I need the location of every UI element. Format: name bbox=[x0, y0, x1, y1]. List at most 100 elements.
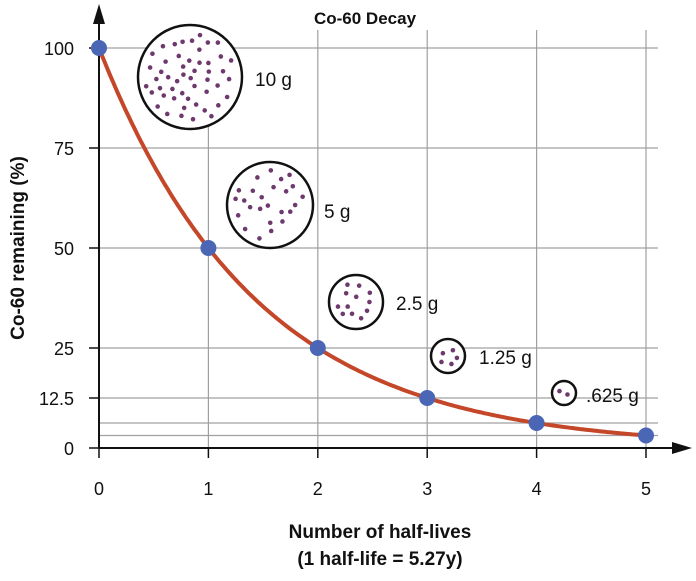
atom-dot bbox=[449, 361, 454, 367]
atom-dot bbox=[257, 236, 262, 241]
atom-dot bbox=[220, 68, 226, 74]
sample-circle-group: 2.5 g bbox=[327, 273, 438, 331]
sample-mass-label: 10 g bbox=[255, 70, 292, 91]
atom-dot bbox=[170, 86, 175, 92]
sample-circle-group: 10 g bbox=[136, 23, 292, 131]
sample-circle-group: 5 g bbox=[225, 160, 350, 250]
atom-dot bbox=[283, 189, 289, 194]
x-axis-sublabel: (1 half-life = 5.27y) bbox=[297, 549, 462, 570]
ticks: 100 75 50 25 12.5 00 1 2 3 4 5 bbox=[39, 39, 651, 499]
x-tick-label: 5 bbox=[641, 479, 651, 499]
data-point bbox=[419, 390, 436, 406]
atom-dot bbox=[204, 89, 209, 95]
y-tick-label: 75 bbox=[54, 139, 74, 159]
atom-dot bbox=[147, 65, 153, 70]
decay-curve bbox=[97, 47, 647, 438]
atom-dot bbox=[174, 78, 180, 84]
sample-annotations: 10 g 5 g 2.5 g 1.25 g .625 g bbox=[136, 23, 639, 407]
atom-dot bbox=[268, 168, 274, 173]
atom-dot bbox=[150, 51, 155, 57]
data-point bbox=[638, 427, 654, 444]
x-tick-label: 0 bbox=[94, 479, 104, 499]
atom-dot bbox=[186, 58, 192, 63]
atom-dot bbox=[193, 102, 199, 107]
data-point bbox=[200, 240, 217, 256]
atom-dot bbox=[163, 59, 168, 64]
atom-dot bbox=[161, 93, 167, 98]
atom-dot bbox=[356, 283, 362, 288]
atom-dot bbox=[179, 90, 185, 96]
atom-dot bbox=[226, 76, 232, 82]
atom-dot bbox=[280, 219, 285, 224]
atom-dot bbox=[224, 94, 230, 100]
atom-dot bbox=[358, 315, 364, 321]
sample-circle-group: 1.25 g bbox=[429, 337, 532, 375]
atom-dot bbox=[278, 176, 284, 182]
data-point bbox=[91, 40, 107, 56]
x-tick-label: 1 bbox=[203, 479, 213, 499]
grid bbox=[99, 30, 658, 448]
atom-dot bbox=[165, 74, 171, 80]
atom-dot bbox=[235, 213, 241, 218]
y-axis-label: Co-60 remaining (%) bbox=[8, 156, 29, 340]
atom-dot bbox=[143, 83, 149, 89]
sample-circle bbox=[550, 379, 578, 407]
atom-dot bbox=[557, 388, 562, 394]
atom-dot bbox=[215, 83, 220, 88]
y-tick-label: 100 bbox=[44, 39, 74, 59]
sample-circle-group: .625 g bbox=[550, 379, 639, 407]
atom-dot bbox=[189, 38, 195, 43]
atom-dot bbox=[265, 203, 271, 208]
atom-dot bbox=[171, 96, 177, 101]
x-tick-label: 3 bbox=[422, 479, 432, 499]
sample-mass-label: .625 g bbox=[586, 386, 639, 407]
atom-dot bbox=[205, 40, 211, 45]
sample-mass-label: 2.5 g bbox=[396, 294, 438, 315]
atom-dot bbox=[181, 105, 187, 111]
atom-dot bbox=[215, 40, 221, 45]
atom-dot bbox=[279, 209, 284, 215]
atom-dot bbox=[149, 90, 155, 95]
atom-dot bbox=[180, 39, 185, 45]
atom-dot bbox=[185, 96, 191, 102]
atom-dot bbox=[345, 304, 351, 309]
atom-dot bbox=[247, 204, 253, 210]
chart-title: Co-60 Decay bbox=[314, 9, 417, 28]
atom-dot bbox=[259, 194, 265, 200]
atom-dot bbox=[353, 294, 359, 300]
atom-dot bbox=[197, 47, 202, 52]
atom-dot bbox=[440, 350, 446, 356]
sample-mass-label: 5 g bbox=[324, 202, 350, 223]
atom-dot bbox=[160, 43, 166, 49]
atom-dot bbox=[192, 83, 197, 89]
atom-dot bbox=[192, 68, 197, 74]
atom-dot bbox=[454, 355, 460, 361]
atom-dot bbox=[335, 304, 341, 309]
atom-dot bbox=[176, 53, 182, 59]
atom-dot bbox=[343, 290, 349, 296]
atom-dot bbox=[180, 64, 186, 69]
x-tick-label: 2 bbox=[313, 479, 323, 499]
atom-dot bbox=[188, 75, 193, 81]
atom-dot bbox=[287, 209, 293, 215]
atom-dot bbox=[255, 175, 260, 180]
atom-dot bbox=[345, 282, 350, 288]
x-axis-arrow bbox=[672, 442, 692, 454]
atom-dot bbox=[349, 311, 355, 317]
atom-dot bbox=[205, 77, 210, 83]
atom-dot bbox=[164, 111, 170, 117]
x-axis-label: Number of half-lives bbox=[289, 522, 472, 543]
x-tick-label: 4 bbox=[532, 479, 542, 499]
data-point bbox=[528, 415, 545, 431]
atom-dot bbox=[242, 226, 248, 232]
atom-dot bbox=[181, 72, 186, 77]
atom-dot bbox=[257, 206, 263, 212]
y-tick-label: 12.5 bbox=[39, 389, 74, 409]
atom-dot bbox=[154, 76, 159, 82]
atom-dot bbox=[228, 58, 234, 63]
atom-dot bbox=[268, 228, 274, 234]
y-axis-arrow bbox=[93, 4, 105, 24]
atom-dot bbox=[202, 108, 208, 113]
axes bbox=[93, 4, 692, 454]
